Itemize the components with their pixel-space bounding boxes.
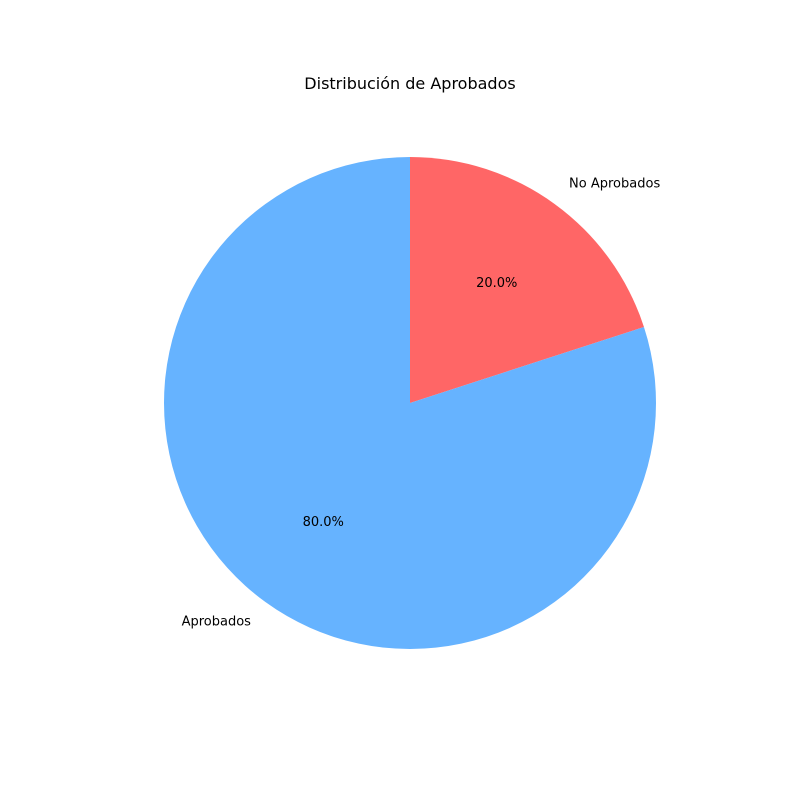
- pie-labels: 20.0% No Aprobados 80.0% Aprobados: [182, 177, 661, 630]
- pct-label-no-aprobados: 20.0%: [476, 276, 517, 291]
- pie-slices: [163, 157, 656, 650]
- pie-slice-no-aprobados: [410, 157, 644, 403]
- slice-label-aprobados: Aprobados: [182, 614, 252, 629]
- pie-slice-aprobados: [163, 157, 656, 650]
- slice-label-no-aprobados: No Aprobados: [569, 177, 660, 192]
- chart-title: Distribución de Aprobados: [304, 74, 515, 93]
- pct-label-aprobados: 80.0%: [303, 515, 344, 530]
